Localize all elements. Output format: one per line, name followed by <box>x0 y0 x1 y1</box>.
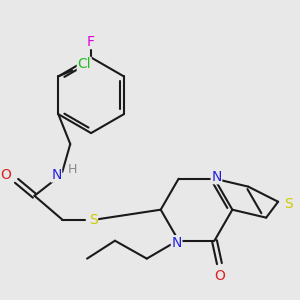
Text: N: N <box>211 170 222 184</box>
Text: F: F <box>87 34 95 49</box>
Text: H: H <box>68 164 77 176</box>
Text: N: N <box>171 236 182 250</box>
Text: S: S <box>284 197 292 211</box>
Text: S: S <box>89 213 98 226</box>
Text: O: O <box>214 268 225 283</box>
Text: N: N <box>51 168 62 182</box>
Text: O: O <box>0 168 11 182</box>
Text: Cl: Cl <box>77 57 91 71</box>
